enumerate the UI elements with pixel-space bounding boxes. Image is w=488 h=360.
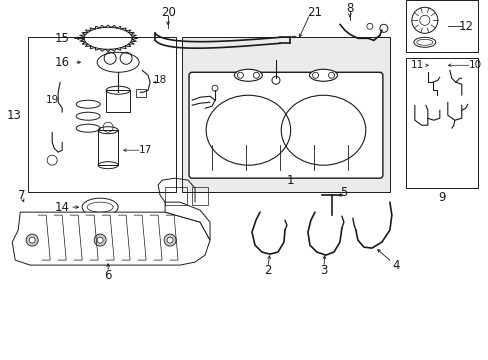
Circle shape — [94, 234, 106, 246]
FancyBboxPatch shape — [189, 72, 382, 178]
Bar — [405, 58, 477, 188]
Bar — [28, 37, 176, 192]
Text: 19: 19 — [45, 95, 59, 105]
Text: 20: 20 — [160, 6, 175, 19]
Circle shape — [26, 234, 38, 246]
Text: 12: 12 — [457, 20, 472, 33]
Circle shape — [167, 237, 173, 243]
Text: 5: 5 — [340, 186, 347, 199]
Text: 1: 1 — [285, 174, 293, 187]
Ellipse shape — [234, 69, 262, 81]
Text: 9: 9 — [437, 191, 445, 204]
Text: 2: 2 — [264, 264, 271, 276]
Text: 8: 8 — [346, 2, 353, 15]
Text: 15: 15 — [55, 32, 69, 45]
Text: 7: 7 — [19, 189, 26, 202]
Text: 13: 13 — [7, 109, 21, 122]
Text: 17: 17 — [138, 145, 151, 155]
Text: 14: 14 — [55, 201, 69, 213]
Bar — [98, 130, 118, 165]
Bar — [182, 37, 389, 192]
Text: 18: 18 — [153, 75, 166, 85]
Polygon shape — [12, 212, 210, 265]
Circle shape — [164, 234, 176, 246]
Text: 11: 11 — [410, 60, 424, 70]
Bar — [106, 90, 130, 112]
Circle shape — [152, 38, 158, 44]
Text: 3: 3 — [320, 264, 327, 276]
Bar — [192, 187, 207, 205]
Circle shape — [97, 237, 103, 243]
Text: 4: 4 — [391, 258, 399, 271]
Bar — [165, 187, 187, 205]
Text: 6: 6 — [104, 269, 112, 282]
Polygon shape — [165, 202, 210, 240]
Text: 21: 21 — [307, 6, 322, 19]
Text: 16: 16 — [55, 56, 69, 69]
Circle shape — [29, 237, 35, 243]
Bar — [136, 89, 146, 97]
Text: 10: 10 — [468, 60, 481, 70]
Ellipse shape — [309, 69, 337, 81]
Bar — [405, 0, 477, 52]
